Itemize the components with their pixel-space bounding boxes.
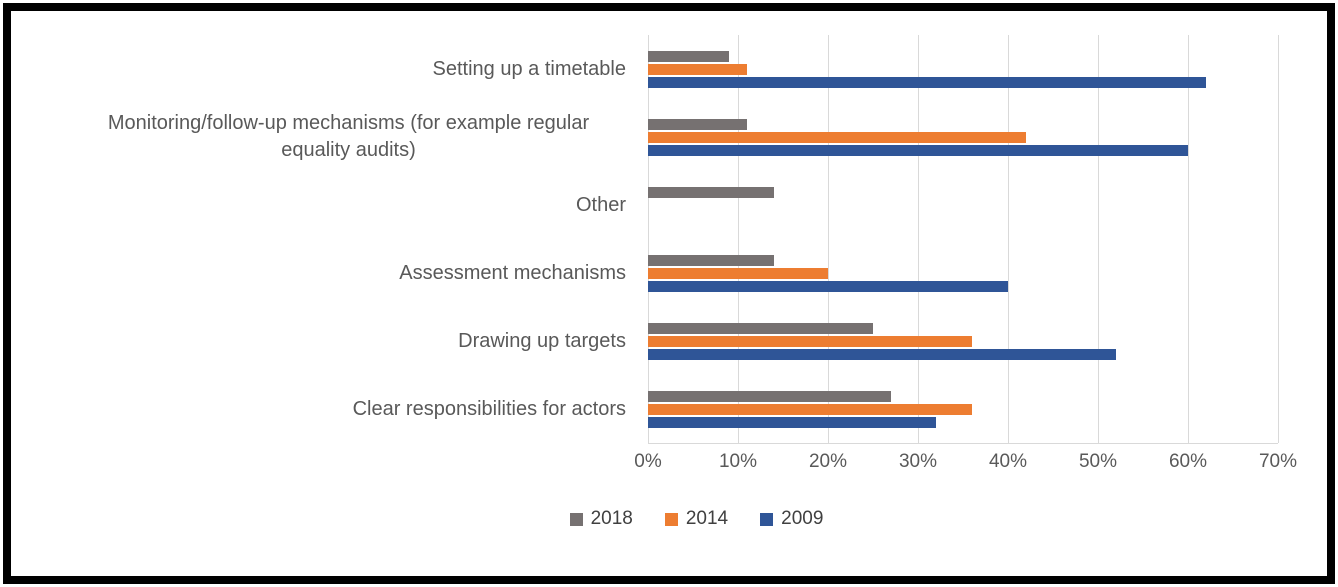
category-label-cell: Assessment mechanisms bbox=[11, 239, 648, 307]
bar-2018 bbox=[648, 118, 747, 130]
gridline bbox=[1278, 35, 1279, 443]
bar-2018 bbox=[648, 390, 891, 402]
bar-2018 bbox=[648, 322, 873, 334]
category-label-cell: Monitoring/follow-up mechanisms (for exa… bbox=[11, 103, 648, 171]
x-axis-tick-label: 60% bbox=[1168, 451, 1208, 472]
gridline bbox=[828, 35, 829, 443]
bars-group bbox=[648, 375, 1278, 443]
bars-group bbox=[648, 171, 1278, 239]
gridline bbox=[1098, 35, 1099, 443]
bars-group bbox=[648, 103, 1278, 171]
chart-frame: Setting up a timetable Monitoring/follow-… bbox=[3, 3, 1335, 584]
x-axis-tick-label: 10% bbox=[718, 451, 758, 472]
bars-group bbox=[648, 239, 1278, 307]
bar-2014 bbox=[648, 63, 747, 75]
legend-swatch-icon bbox=[664, 512, 678, 526]
category-label-cell: Clear responsibilities for actors bbox=[11, 375, 648, 443]
x-axis-tick-label: 70% bbox=[1258, 451, 1298, 472]
category-row: Setting up a timetable bbox=[11, 35, 1278, 103]
gridline bbox=[1188, 35, 1189, 443]
bar-2014 bbox=[648, 267, 828, 279]
gridline bbox=[1008, 35, 1009, 443]
bars-group bbox=[648, 35, 1278, 103]
plot-area bbox=[648, 35, 1279, 444]
legend-item-2009: 2009 bbox=[760, 508, 823, 530]
bar-2018 bbox=[648, 186, 774, 198]
x-axis: 0% 10% 20% 30% 40% 50% 60% 70% bbox=[634, 451, 1297, 479]
category-label-cell: Setting up a timetable bbox=[11, 35, 648, 103]
category-label: Other bbox=[575, 193, 626, 216]
category-label: Assessment mechanisms bbox=[399, 261, 626, 284]
legend-label: 2009 bbox=[781, 508, 824, 529]
legend-label: 2014 bbox=[685, 508, 729, 529]
bar-2014 bbox=[648, 403, 972, 415]
bars-group bbox=[648, 307, 1278, 375]
legend-swatch-icon bbox=[569, 512, 583, 526]
legend: 2018 2014 2009 bbox=[11, 508, 1327, 530]
bar-2018 bbox=[648, 254, 774, 266]
x-axis-tick-label: 20% bbox=[808, 451, 848, 472]
bar-2009 bbox=[648, 348, 1116, 360]
category-label: Clear responsibilities for actors bbox=[352, 397, 626, 420]
category-label: Drawing up targets bbox=[458, 329, 626, 352]
category-row: Clear responsibilities for actors bbox=[11, 375, 1278, 443]
x-axis-tick-label: 0% bbox=[634, 451, 662, 472]
bar-2009 bbox=[648, 280, 1008, 292]
gridline bbox=[918, 35, 919, 443]
legend-label: 2018 bbox=[590, 508, 633, 529]
category-row: Monitoring/follow-up mechanisms (for exa… bbox=[11, 103, 1278, 171]
category-label: Monitoring/follow-up mechanisms (for exa… bbox=[107, 112, 590, 161]
category-label: Setting up a timetable bbox=[432, 57, 626, 80]
bar-2009 bbox=[648, 76, 1206, 88]
legend-item-2014: 2014 bbox=[664, 508, 729, 530]
bar-2009 bbox=[648, 144, 1188, 156]
bar-2014 bbox=[648, 335, 972, 347]
bar-2014 bbox=[648, 131, 1026, 143]
gridline bbox=[738, 35, 739, 443]
category-label-cell: Other bbox=[11, 171, 648, 239]
legend-swatch-icon bbox=[760, 512, 774, 526]
category-row: Assessment mechanisms bbox=[11, 239, 1278, 307]
x-axis-tick-label: 50% bbox=[1078, 451, 1118, 472]
legend-item-2018: 2018 bbox=[569, 508, 633, 530]
gridline bbox=[648, 35, 649, 443]
bar-chart: Setting up a timetable Monitoring/follow-… bbox=[11, 35, 1278, 443]
category-row: Other bbox=[11, 171, 1278, 239]
x-axis-tick-label: 30% bbox=[898, 451, 938, 472]
bar-2009 bbox=[648, 416, 936, 428]
category-label-cell: Drawing up targets bbox=[11, 307, 648, 375]
x-axis-tick-label: 40% bbox=[988, 451, 1028, 472]
bar-2018 bbox=[648, 50, 729, 62]
category-row: Drawing up targets bbox=[11, 307, 1278, 375]
